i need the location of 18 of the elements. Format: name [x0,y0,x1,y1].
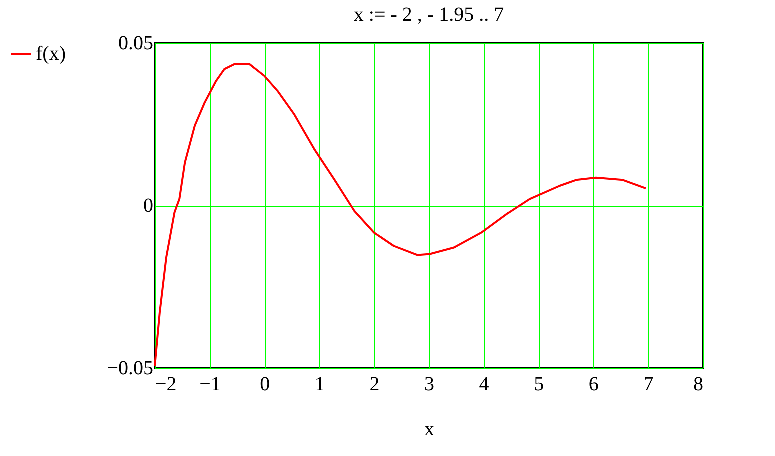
x-tick-label: 0 [260,374,270,396]
x-tick-label: 7 [644,374,654,396]
x-tick-label: 4 [479,374,490,396]
legend-label: f(x) [36,43,66,65]
x-tick-label: −1 [200,374,221,396]
x-axis-title: x [424,418,434,440]
y-tick-label: 0 [144,195,154,217]
x-tick-label: 3 [424,374,434,396]
x-tick-label: −2 [156,374,177,396]
chart-title: x := - 2 , - 1.95 .. 7 [354,4,504,26]
x-tick-label: 5 [534,374,544,396]
y-tick-label: −0.05 [107,358,154,380]
x-tick-label: 6 [588,374,599,396]
line-series [154,63,648,368]
x-tick-label: 2 [370,374,380,396]
y-tick-label: 0.05 [118,32,154,54]
x-tick-label: 8 [694,374,704,396]
x-tick-label: 1 [314,374,325,396]
